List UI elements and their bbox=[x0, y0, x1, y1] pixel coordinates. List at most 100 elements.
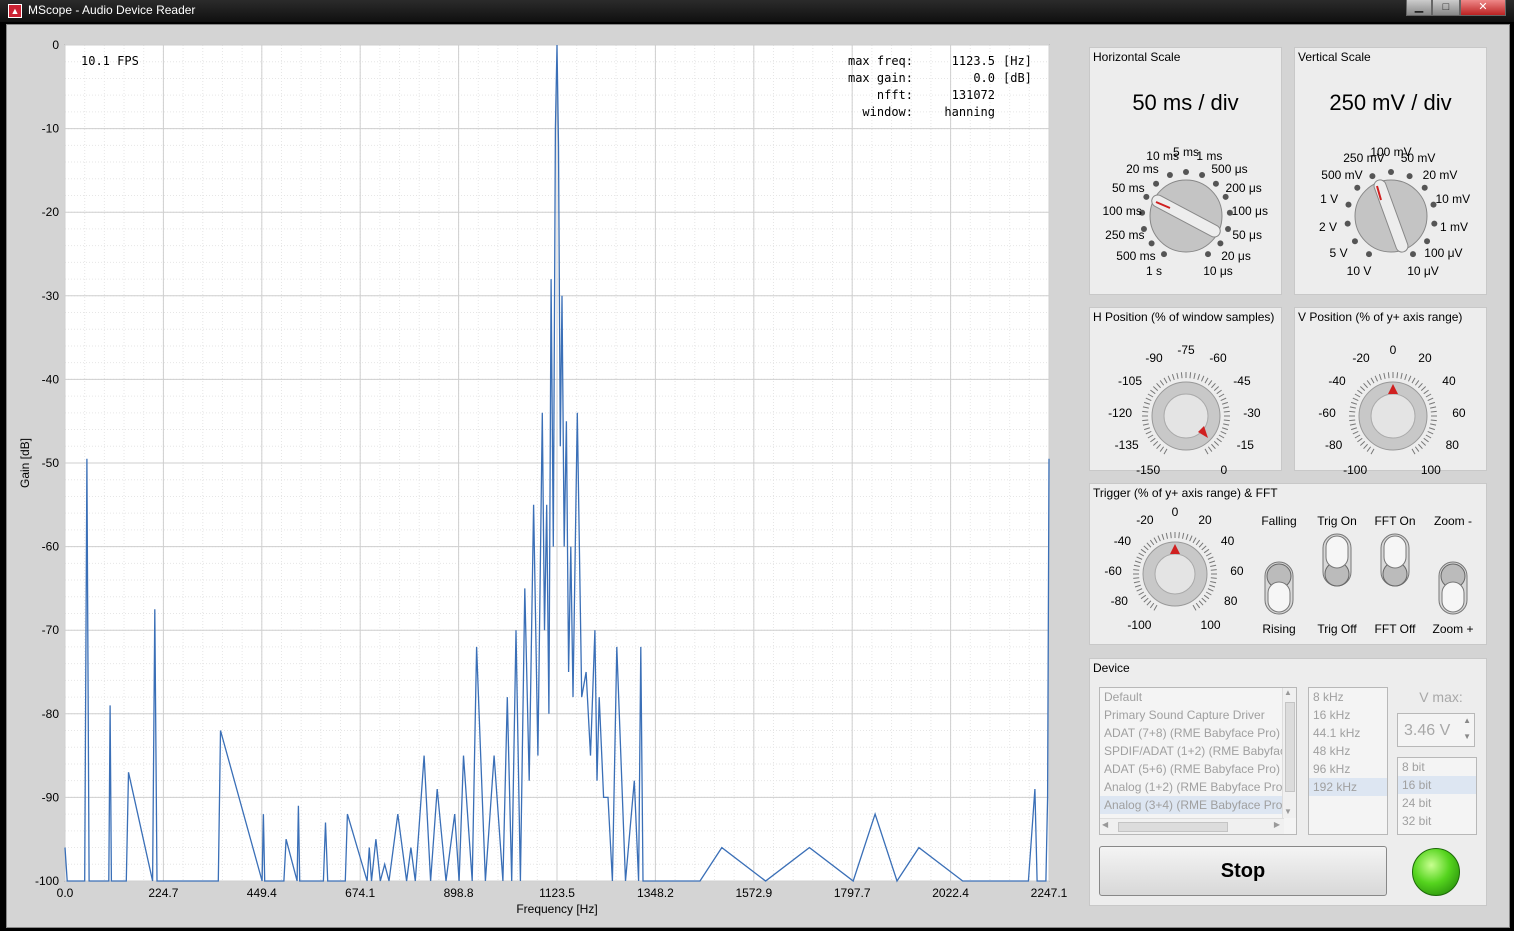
trig-off-label: Trig Off bbox=[1317, 622, 1357, 636]
dial-tick bbox=[1156, 382, 1161, 389]
list-item[interactable]: 16 kHz bbox=[1313, 708, 1351, 722]
minimize-button[interactable]: ▁ bbox=[1406, 0, 1432, 16]
x-tick-label: 2022.4 bbox=[932, 886, 969, 900]
x-tick-label: 2247.1 bbox=[1031, 886, 1068, 900]
knob-indicator bbox=[1388, 384, 1398, 394]
vmax-value: 3.46 V bbox=[1404, 722, 1451, 739]
dial-dot[interactable] bbox=[1148, 240, 1155, 247]
spinner-down-icon[interactable]: ▼ bbox=[1463, 732, 1471, 741]
trigger-toggle-switch[interactable] bbox=[1322, 533, 1352, 587]
knob-cap[interactable] bbox=[1154, 553, 1196, 595]
spectrum-plot[interactable]: 0 -10 -20 -30 -40 -50 -60 -70 -80 -90 -100 0.0 224.… bbox=[7, 25, 1087, 929]
knob-cap[interactable] bbox=[1370, 393, 1416, 439]
dial-tick-label: 10 μV bbox=[1407, 264, 1439, 279]
vertical-scale-knob[interactable] bbox=[1295, 148, 1488, 296]
knob-pointer-bar[interactable] bbox=[1150, 193, 1223, 239]
trigger-knob[interactable] bbox=[1090, 502, 1280, 646]
list-item[interactable]: 24 bit bbox=[1402, 796, 1432, 810]
list-item[interactable]: Analog (3+4) (RME Babyface Pro) bbox=[1100, 796, 1282, 814]
vertical-scale-value: 250 mV / div bbox=[1329, 90, 1452, 115]
knob-cap[interactable] bbox=[1163, 393, 1209, 439]
dial-tick-label: 10 V bbox=[1346, 264, 1372, 279]
dial-tick-label: -80 bbox=[1110, 594, 1128, 609]
list-item[interactable]: 8 kHz bbox=[1313, 690, 1344, 704]
scroll-left-icon[interactable]: ◀ bbox=[1102, 820, 1109, 829]
dial-tick bbox=[1420, 441, 1427, 446]
dial-dot[interactable] bbox=[1344, 220, 1351, 227]
edge-toggle-switch[interactable] bbox=[1264, 561, 1294, 615]
knob-pointer-bar[interactable] bbox=[1372, 178, 1409, 254]
dial-dot[interactable] bbox=[1161, 251, 1167, 258]
dial-dot[interactable] bbox=[1406, 173, 1413, 180]
sample-rate-listbox[interactable]: 8 kHz 16 kHz 44.1 kHz 48 kHz 96 kHz 192 kHz bbox=[1308, 687, 1388, 835]
dial-dot[interactable] bbox=[1139, 209, 1146, 216]
dial-dot[interactable] bbox=[1212, 180, 1219, 187]
vmax-spinner[interactable]: 3.46 V ▲ ▼ bbox=[1397, 713, 1475, 747]
scrollbar-thumb[interactable] bbox=[1118, 822, 1228, 832]
list-item[interactable]: SPDIF/ADAT (1+2) (RME Babyface Pro) bbox=[1104, 744, 1282, 758]
horizontal-scale-knob[interactable] bbox=[1090, 148, 1283, 296]
close-button[interactable]: ✕ bbox=[1460, 0, 1506, 16]
list-item[interactable]: Primary Sound Capture Driver bbox=[1104, 708, 1265, 722]
list-item[interactable]: Default bbox=[1104, 690, 1143, 704]
stop-button[interactable]: Stop bbox=[1099, 846, 1387, 896]
v-position-knob[interactable] bbox=[1295, 326, 1488, 472]
dial-tick bbox=[1423, 437, 1429, 443]
dial-dot[interactable] bbox=[1226, 209, 1233, 216]
list-item[interactable]: ADAT (5+6) (RME Babyface Pro) bbox=[1104, 762, 1280, 776]
scroll-right-icon[interactable]: ▶ bbox=[1273, 820, 1280, 829]
dial-dot[interactable] bbox=[1410, 251, 1416, 258]
dial-dot[interactable] bbox=[1166, 172, 1173, 179]
dial-dot[interactable] bbox=[1345, 201, 1352, 208]
dial-dot[interactable] bbox=[1222, 193, 1229, 200]
scroll-down-icon[interactable]: ▼ bbox=[1284, 807, 1292, 816]
fft-toggle-switch[interactable] bbox=[1380, 533, 1410, 587]
dial-dot[interactable] bbox=[1388, 169, 1394, 175]
dial-dot[interactable] bbox=[1366, 251, 1372, 258]
list-item[interactable]: 192 kHz bbox=[1309, 778, 1387, 796]
dial-dot[interactable] bbox=[1143, 193, 1150, 200]
scrollbar-thumb[interactable] bbox=[1285, 702, 1295, 792]
list-item[interactable]: Analog (1+2) (RME Babyface Pro) bbox=[1104, 780, 1282, 794]
device-panel: Device Default Primary Sound Capture Driv… bbox=[1089, 658, 1487, 906]
dial-dot[interactable] bbox=[1199, 172, 1206, 179]
dial-dot[interactable] bbox=[1354, 184, 1361, 191]
dial-dot[interactable] bbox=[1421, 184, 1428, 191]
dial-dot[interactable] bbox=[1431, 220, 1438, 227]
list-item[interactable]: ADAT (7+8) (RME Babyface Pro) bbox=[1104, 726, 1280, 740]
dial-dot[interactable] bbox=[1217, 240, 1224, 247]
dial-dot[interactable] bbox=[1140, 225, 1147, 232]
list-item[interactable]: 32 bit bbox=[1402, 814, 1432, 828]
dial-dot[interactable] bbox=[1225, 225, 1232, 232]
list-item[interactable]: 8 bit bbox=[1402, 760, 1425, 774]
list-item[interactable]: 48 kHz bbox=[1313, 744, 1351, 758]
dial-dot[interactable] bbox=[1153, 180, 1160, 187]
horizontal-scrollbar[interactable]: ▶ ◀ bbox=[1100, 818, 1284, 834]
h-position-knob[interactable] bbox=[1090, 326, 1283, 472]
dial-dot[interactable] bbox=[1205, 251, 1211, 258]
list-item[interactable]: 16 bit bbox=[1398, 776, 1476, 794]
dial-dot[interactable] bbox=[1430, 201, 1437, 208]
device-listbox[interactable]: Default Primary Sound Capture Driver ADAT … bbox=[1099, 687, 1297, 835]
list-item[interactable]: 96 kHz bbox=[1313, 762, 1351, 776]
spinner-up-icon[interactable]: ▲ bbox=[1463, 716, 1471, 725]
bit-depth-listbox[interactable]: 8 bit 16 bit 24 bit 32 bit bbox=[1397, 757, 1477, 835]
spectrum-chart[interactable]: 0 -10 -20 -30 -40 -50 -60 -70 -80 -90 -100 0.0 224.… bbox=[7, 25, 1087, 929]
maximize-button[interactable]: □ bbox=[1432, 0, 1460, 16]
x-tick-label: 449.4 bbox=[247, 886, 277, 900]
toggle-switches[interactable] bbox=[1260, 532, 1480, 622]
dial-tick-label: -100 bbox=[1343, 463, 1368, 478]
dial-dot[interactable] bbox=[1369, 173, 1376, 180]
dial-dot[interactable] bbox=[1424, 238, 1431, 245]
dial-tick-label: 40 bbox=[1442, 374, 1456, 389]
dial-tick-label: 80 bbox=[1224, 594, 1238, 609]
dial-tick bbox=[1197, 373, 1201, 381]
x-tick-label: 898.8 bbox=[444, 886, 474, 900]
dial-dot[interactable] bbox=[1351, 238, 1358, 245]
vertical-scrollbar[interactable]: ▼ ▲ bbox=[1282, 688, 1296, 818]
list-item[interactable]: 44.1 kHz bbox=[1313, 726, 1361, 740]
scroll-up-icon[interactable]: ▲ bbox=[1284, 688, 1292, 697]
dial-dot[interactable] bbox=[1183, 169, 1189, 175]
readout-label: max freq: bbox=[848, 54, 913, 68]
zoom-toggle-switch[interactable] bbox=[1438, 561, 1468, 615]
